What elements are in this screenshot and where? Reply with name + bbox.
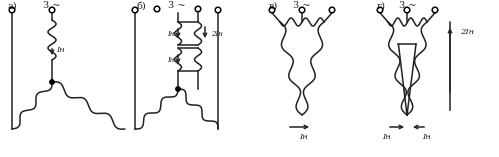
Text: Iн: Iн [167, 30, 174, 38]
Text: 2Iн: 2Iн [460, 28, 474, 36]
Text: 3 ~: 3 ~ [168, 2, 186, 11]
Text: 3 ~: 3 ~ [43, 2, 61, 11]
Text: Iн: Iн [299, 133, 308, 141]
Text: г): г) [377, 2, 386, 11]
Text: Iн: Iн [423, 133, 431, 141]
Text: 2Iн: 2Iн [211, 30, 223, 38]
Text: 3 ~: 3 ~ [293, 2, 311, 11]
Text: в): в) [269, 2, 278, 11]
Text: a): a) [8, 2, 17, 11]
Text: Iн: Iн [167, 56, 174, 63]
Text: б): б) [137, 2, 147, 11]
Text: Iн: Iн [56, 46, 65, 54]
Circle shape [50, 80, 54, 84]
Text: 3 ~: 3 ~ [399, 2, 417, 11]
Circle shape [176, 87, 180, 91]
Text: Iн: Iн [383, 133, 391, 141]
